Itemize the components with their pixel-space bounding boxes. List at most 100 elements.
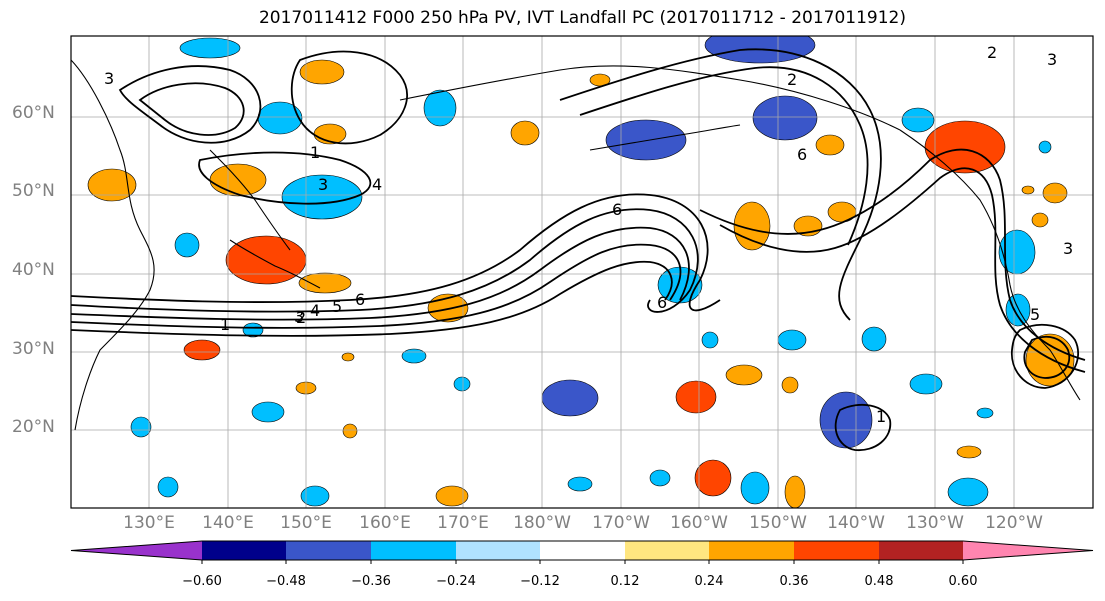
pc-anomaly-patch xyxy=(157,476,179,498)
colorbar-tick-label: −0.36 xyxy=(351,574,391,589)
lon-label: 150°W xyxy=(749,513,807,533)
pc-anomaly-patch xyxy=(567,476,593,492)
colorbar-tick-label: 0.12 xyxy=(610,574,640,589)
pc-anomaly-patch xyxy=(174,232,200,258)
contour-label: 2 xyxy=(296,308,306,327)
pc-anomaly-patch xyxy=(777,329,807,351)
pc-anomaly-patch xyxy=(924,120,1006,174)
coastline-alaska xyxy=(399,65,901,131)
pc-anomaly-patch xyxy=(401,348,427,364)
pv-contour xyxy=(290,50,408,145)
pc-anomaly-patch xyxy=(251,401,285,423)
colorbar-swatch xyxy=(709,541,794,560)
colorbar-swatch xyxy=(879,541,963,560)
pc-anomaly-patch xyxy=(257,101,303,135)
pc-anomaly-patch xyxy=(130,416,152,438)
map-frame xyxy=(70,35,1094,509)
contour-label: 5 xyxy=(332,297,342,316)
colorbar-swatch xyxy=(371,541,456,560)
contour-label: 6 xyxy=(657,293,667,312)
pc-anomaly-patch xyxy=(541,379,599,417)
pc-shading-layer xyxy=(87,36,1075,508)
lat-label: 30°N xyxy=(12,339,55,359)
pv-contour xyxy=(1011,323,1080,389)
pc-anomaly-patch xyxy=(815,134,845,156)
pc-anomaly-patch xyxy=(423,89,457,127)
plot-title: 2017011412 F000 250 hPa PV, IVT Landfall… xyxy=(258,8,906,28)
colorbar-tick-label: −0.60 xyxy=(182,574,222,589)
pv-contour xyxy=(138,82,245,136)
contour-label: 3 xyxy=(318,175,328,194)
pc-anomaly-patch xyxy=(694,459,732,497)
pc-anomaly-patch xyxy=(675,380,717,414)
contour-label: 2 xyxy=(987,43,997,62)
pc-anomaly-patch xyxy=(901,107,935,133)
pc-anomaly-patch xyxy=(649,469,671,487)
lon-label: 140°E xyxy=(202,513,254,533)
colorbar-tick-label: −0.48 xyxy=(266,574,306,589)
lon-label: 130°E xyxy=(123,513,175,533)
lon-label: 180°W xyxy=(513,513,571,533)
pv-contour xyxy=(699,148,1086,361)
pc-anomaly-patch xyxy=(605,119,687,161)
pc-anomaly-patch xyxy=(342,423,358,439)
pc-anomaly-patch xyxy=(242,322,264,338)
pv-contour xyxy=(71,208,699,313)
lon-label: 170°W xyxy=(592,513,650,533)
lon-label: 160°W xyxy=(670,513,728,533)
lon-label: 170°E xyxy=(437,513,489,533)
contour-label: 1 xyxy=(876,407,886,426)
pc-anomaly-patch xyxy=(819,391,873,449)
pc-anomaly-patch xyxy=(740,471,770,505)
pc-anomaly-patch xyxy=(1021,185,1035,195)
lon-label: 120°W xyxy=(985,513,1043,533)
gridlines xyxy=(71,36,1093,508)
contour-label: 5 xyxy=(1030,305,1040,324)
contour-label: 3 xyxy=(1063,239,1073,258)
lon-label: 130°W xyxy=(906,513,964,533)
contour-label: 1 xyxy=(310,143,320,162)
pv-contours xyxy=(71,48,1086,451)
pv-contour xyxy=(71,243,682,329)
pv-contour xyxy=(834,403,892,451)
lon-label: 140°W xyxy=(827,513,885,533)
colorbar-swatch xyxy=(540,541,625,560)
contour-label: 3 xyxy=(294,307,304,326)
pc-anomaly-patch xyxy=(341,352,355,362)
pc-anomaly-patch xyxy=(909,373,943,395)
contour-label: 4 xyxy=(310,301,320,320)
pc-anomaly-patch xyxy=(225,235,307,285)
colorbar-swatch xyxy=(625,541,709,560)
pc-anomaly-patch xyxy=(179,37,241,59)
pc-anomaly-patch xyxy=(701,331,719,349)
colorbar xyxy=(70,540,1094,564)
colorbar-swatch xyxy=(286,541,371,560)
pc-anomaly-patch xyxy=(281,174,363,220)
pc-anomaly-patch xyxy=(976,407,994,419)
contour-label: 3 xyxy=(104,69,114,88)
lat-label: 20°N xyxy=(12,417,55,437)
colorbar-tick-label: −0.24 xyxy=(436,574,476,589)
coastline-kamchatka xyxy=(209,149,291,251)
contour-label: 6 xyxy=(612,200,622,219)
colorbar-swatch xyxy=(202,541,286,560)
colorbar-swatch xyxy=(963,541,1093,560)
pv-contour xyxy=(198,151,372,205)
pv-contour xyxy=(1023,336,1071,379)
pc-anomaly-patch xyxy=(752,95,818,141)
colorbar-tick-label: −0.12 xyxy=(520,574,560,589)
pv-contour xyxy=(71,226,690,321)
pv-contour xyxy=(719,167,1086,373)
colorbar-tick-label: 0.60 xyxy=(948,574,978,589)
pc-anomaly-patch xyxy=(1042,182,1068,204)
pc-anomaly-patch xyxy=(781,376,799,394)
pc-anomaly-patch xyxy=(733,201,771,251)
contour-label: 1 xyxy=(220,315,230,334)
pv-contour xyxy=(559,48,882,321)
colorbar-tick-label: 0.24 xyxy=(694,574,724,589)
colorbar-tick-label: 0.36 xyxy=(779,574,809,589)
pv-contour xyxy=(71,260,673,337)
pc-anomaly-patch xyxy=(1031,212,1049,228)
pc-anomaly-patch xyxy=(300,485,330,507)
